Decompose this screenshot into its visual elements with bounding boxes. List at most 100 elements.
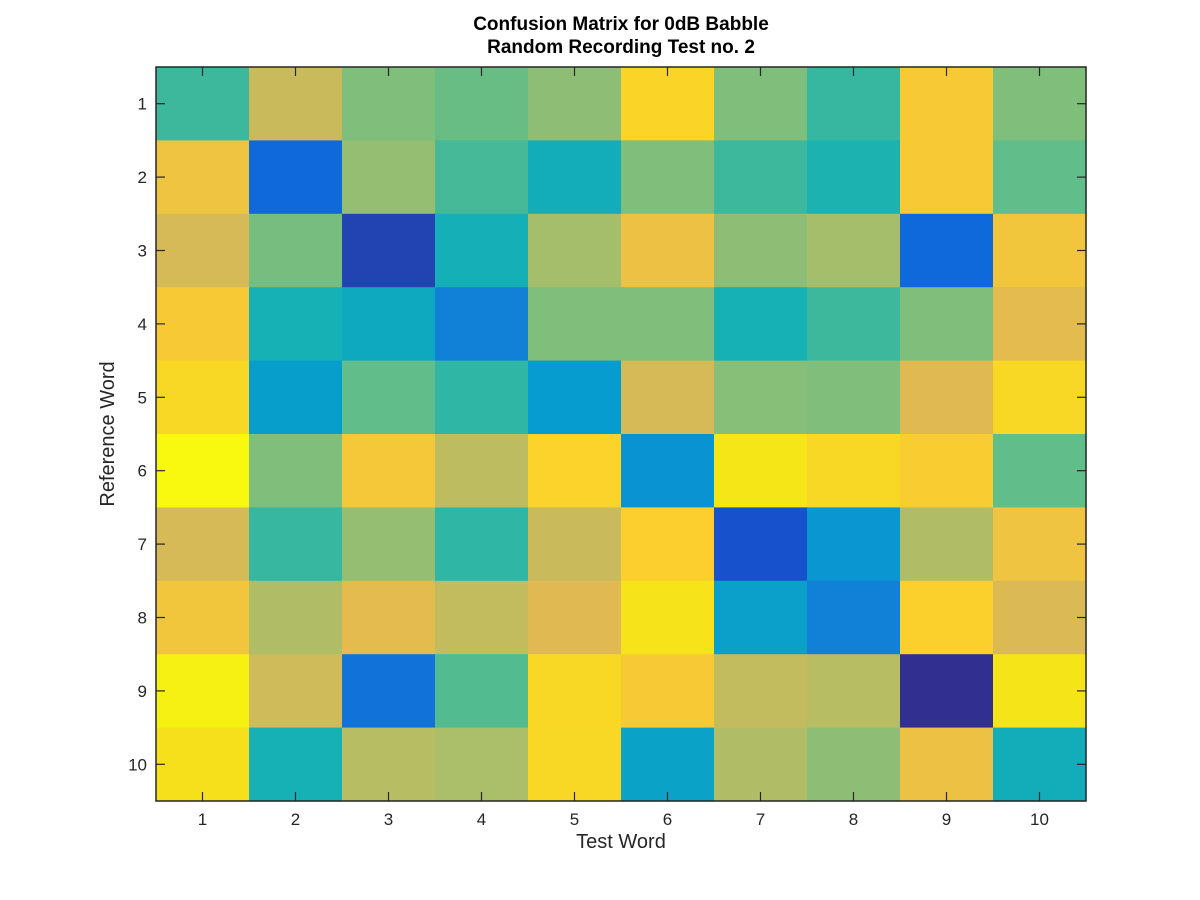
heatmap-cell-r2-c4 (435, 140, 529, 215)
heatmap-cell-r9-c5 (528, 654, 622, 729)
x-axis-label: Test Word (576, 831, 666, 853)
heatmap-cell-r3-c7 (714, 213, 808, 288)
heatmap-cell-r8-c7 (714, 580, 808, 655)
heatmap-cell-r6-c10 (993, 434, 1087, 508)
heatmap-cell-r1-c2 (249, 67, 343, 141)
heatmap-cell-r9-c9 (900, 654, 994, 729)
heatmap-cell-r5-c6 (621, 360, 715, 435)
heatmap-cell-r5-c7 (714, 360, 808, 435)
heatmap-cell-r9-c2 (249, 654, 343, 729)
y-tick-label: 5 (138, 388, 147, 407)
heatmap-cell-r3-c9 (900, 213, 994, 288)
heatmap-cell-r7-c4 (435, 507, 529, 582)
heatmap-cell-r1-c6 (621, 67, 715, 141)
heatmap-cell-r1-c4 (435, 67, 529, 141)
heatmap-cell-r6-c1 (156, 434, 250, 508)
heatmap-cell-r3-c4 (435, 213, 529, 288)
heatmap-cell-r2-c7 (714, 140, 808, 215)
heatmap-cell-r7-c7 (714, 507, 808, 582)
heatmap-cell-r4-c9 (900, 287, 994, 362)
heatmap-cell-r6-c6 (621, 434, 715, 508)
heatmap-cell-r5-c2 (249, 360, 343, 435)
heatmap-cell-r1-c7 (714, 67, 808, 141)
heatmap-cell-r10-c7 (714, 727, 808, 802)
heatmap-cell-r5-c9 (900, 360, 994, 435)
heatmap-cell-r6-c4 (435, 434, 529, 508)
y-tick-label: 1 (138, 95, 147, 114)
heatmap-cell-r7-c8 (807, 507, 901, 582)
heatmap-cell-r9-c7 (714, 654, 808, 729)
heatmap-cell-r8-c10 (993, 580, 1087, 655)
heatmap-cell-r5-c8 (807, 360, 901, 435)
heatmap-cells (156, 67, 1087, 802)
y-tick-label: 2 (138, 168, 147, 187)
heatmap-cell-r3-c8 (807, 213, 901, 288)
heatmap-cell-r3-c5 (528, 213, 622, 288)
heatmap-cell-r4-c10 (993, 287, 1087, 362)
y-tick-label: 3 (138, 242, 147, 261)
heatmap-cell-r3-c1 (156, 213, 250, 288)
heatmap-cell-r8-c2 (249, 580, 343, 655)
heatmap-cell-r6-c2 (249, 434, 343, 508)
heatmap-cell-r10-c1 (156, 727, 250, 802)
heatmap-cell-r7-c2 (249, 507, 343, 582)
heatmap-cell-r4-c8 (807, 287, 901, 362)
heatmap-cell-r4-c1 (156, 287, 250, 362)
heatmap-cell-r2-c10 (993, 140, 1087, 215)
heatmap-cell-r1-c10 (993, 67, 1087, 141)
heatmap-cell-r1-c9 (900, 67, 994, 141)
heatmap-cell-r9-c10 (993, 654, 1087, 729)
heatmap-cell-r10-c9 (900, 727, 994, 802)
chart-title-line-1: Confusion Matrix for 0dB Babble (473, 14, 769, 35)
heatmap-cell-r9-c1 (156, 654, 250, 729)
heatmap-cell-r6-c7 (714, 434, 808, 508)
heatmap-cell-r4-c3 (342, 287, 436, 362)
chart-title-line-2: Random Recording Test no. 2 (487, 37, 755, 58)
heatmap-cell-r4-c4 (435, 287, 529, 362)
heatmap-cell-r4-c5 (528, 287, 622, 362)
heatmap-cell-r7-c5 (528, 507, 622, 582)
heatmap-cell-r1-c8 (807, 67, 901, 141)
x-tick-label: 6 (663, 810, 672, 829)
heatmap-cell-r5-c3 (342, 360, 436, 435)
y-tick-labels: 1 2 3 4 5 6 7 8 9 10 (128, 95, 147, 775)
heatmap-cell-r10-c10 (993, 727, 1087, 802)
heatmap-cell-r10-c3 (342, 727, 436, 802)
heatmap-cell-r2-c5 (528, 140, 622, 215)
y-axis-label: Reference Word (97, 361, 119, 506)
y-tick-label: 8 (138, 609, 147, 628)
heatmap-cell-r1-c1 (156, 67, 250, 141)
heatmap-cell-r8-c3 (342, 580, 436, 655)
heatmap-cell-r2-c6 (621, 140, 715, 215)
x-tick-label: 2 (291, 810, 300, 829)
heatmap-cell-r10-c5 (528, 727, 622, 802)
plot-frame (155, 66, 1087, 802)
heatmap-cell-r9-c6 (621, 654, 715, 729)
y-tick-label: 9 (138, 682, 147, 701)
heatmap-cell-r5-c10 (993, 360, 1087, 435)
heatmap-cell-r3-c2 (249, 213, 343, 288)
x-tick-label: 4 (477, 810, 486, 829)
x-tick-label: 7 (756, 810, 765, 829)
x-tick-label: 10 (1030, 810, 1049, 829)
heatmap-cell-r8-c8 (807, 580, 901, 655)
heatmap-cell-r5-c4 (435, 360, 529, 435)
heatmap-cell-r2-c9 (900, 140, 994, 215)
heatmap-cell-r2-c2 (249, 140, 343, 215)
axis-ticks (156, 67, 1086, 801)
heatmap-cell-r7-c6 (621, 507, 715, 582)
heatmap-cell-r4-c6 (621, 287, 715, 362)
heatmap-cell-r3-c10 (993, 213, 1087, 288)
heatmap-cell-r5-c5 (528, 360, 622, 435)
heatmap-cell-r2-c1 (156, 140, 250, 215)
heatmap-cell-r7-c10 (993, 507, 1087, 582)
y-tick-label: 4 (138, 315, 147, 334)
heatmap-cell-r8-c9 (900, 580, 994, 655)
heatmap-cell-r10-c4 (435, 727, 529, 802)
x-tick-label: 5 (570, 810, 579, 829)
x-tick-labels: 1 2 3 4 5 6 7 8 9 10 (198, 810, 1049, 829)
heatmap-cell-r10-c8 (807, 727, 901, 802)
x-tick-label: 1 (198, 810, 207, 829)
heatmap-cell-r4-c2 (249, 287, 343, 362)
